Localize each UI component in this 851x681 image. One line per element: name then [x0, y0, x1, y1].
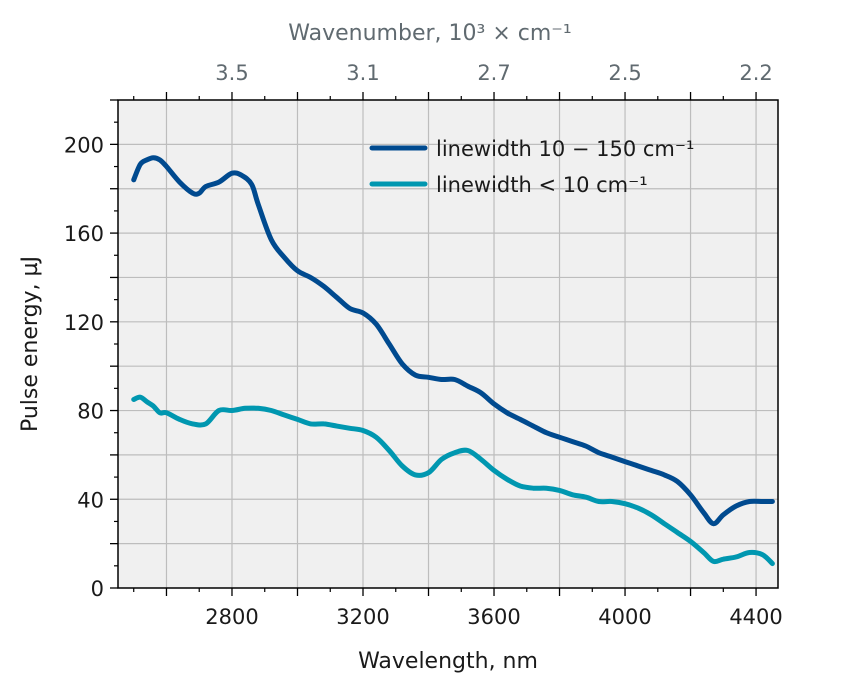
top-tick-label: 3.5 — [215, 61, 248, 85]
y-tick-label: 200 — [64, 133, 104, 157]
series-line-2 — [131, 394, 775, 567]
top-tick-label: 2.2 — [739, 61, 772, 85]
x-tick-label: 3200 — [336, 605, 389, 629]
legend: linewidth 10 − 150 cm⁻¹ linewidth < 10 c… — [369, 137, 694, 197]
series-line-1 — [131, 155, 775, 527]
y-tick-label: 80 — [77, 400, 104, 424]
ticks — [110, 92, 757, 596]
legend-label-series-1: linewidth 10 − 150 cm⁻¹ — [436, 137, 694, 161]
x-tick-label: 3600 — [467, 605, 520, 629]
grid — [118, 100, 778, 588]
legend-label-series-2: linewidth < 10 cm⁻¹ — [436, 173, 648, 197]
y-tick-label: 40 — [77, 488, 104, 512]
top-tick-label: 3.1 — [346, 61, 379, 85]
y-tick-label: 0 — [91, 577, 104, 601]
top-tick-label: 2.5 — [608, 61, 641, 85]
top-tick-label: 2.7 — [477, 61, 510, 85]
plot-area — [118, 100, 778, 588]
y-axis-title: Pulse energy, µJ — [18, 256, 43, 432]
y-tick-label: 160 — [64, 222, 104, 246]
x-tick-label: 4400 — [729, 605, 782, 629]
y-tick-label: 120 — [64, 311, 104, 335]
top-axis-title: Wavenumber, 10³ × cm⁻¹ — [288, 21, 571, 46]
tick-labels: 2800 3200 3600 4000 4400 0 40 80 120 160 200 3.5 3.1… — [64, 61, 783, 629]
series-layer — [131, 155, 775, 567]
x-tick-label: 4000 — [598, 605, 651, 629]
x-axis-title: Wavelength, nm — [358, 649, 538, 674]
x-tick-label: 2800 — [205, 605, 258, 629]
